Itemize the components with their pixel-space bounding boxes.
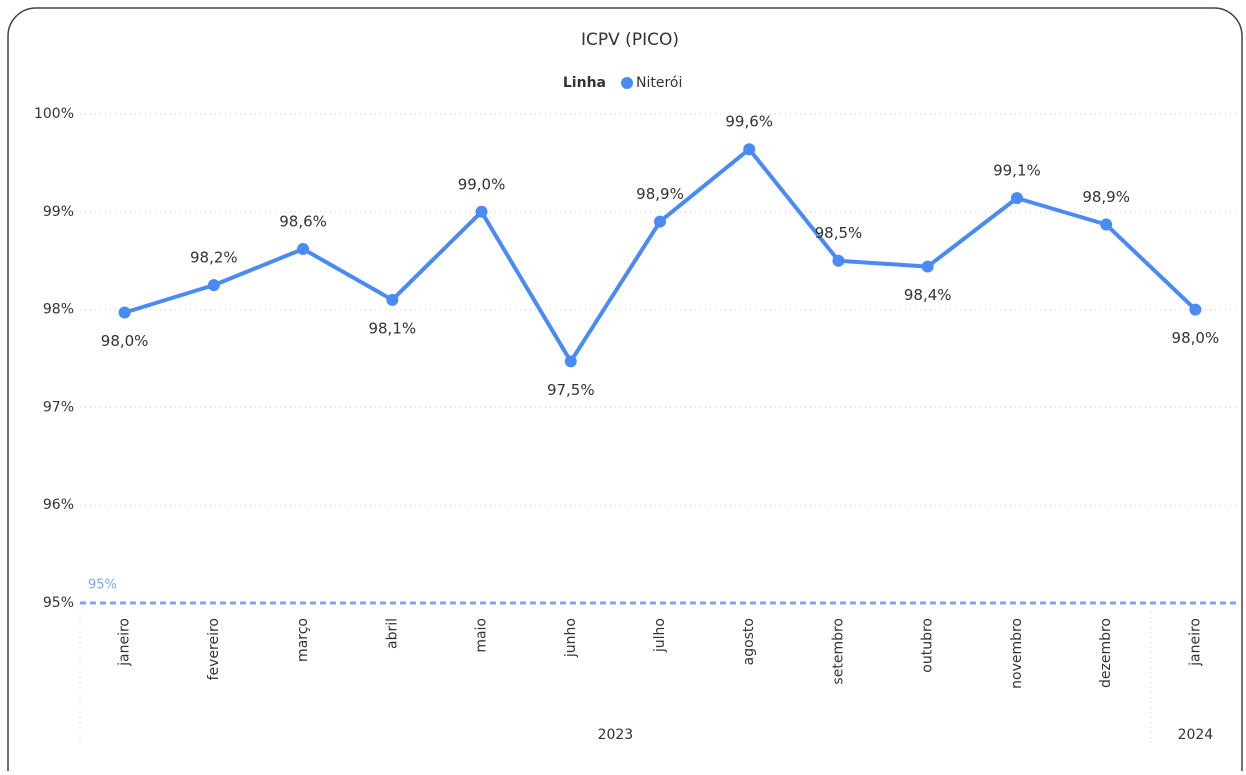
legend-label: Niterói (636, 75, 682, 91)
data-label: 98,1% (368, 319, 416, 337)
x-tick-label: maio (474, 618, 490, 653)
point (1189, 303, 1202, 316)
point (475, 205, 488, 218)
x-tick-label: abril (384, 618, 400, 649)
data-label: 99,6% (725, 113, 773, 131)
x-tick-label: agosto (741, 618, 757, 665)
point (654, 215, 666, 228)
x-tick-label: julho (652, 618, 668, 653)
point (118, 306, 131, 319)
x-tick-label: janeiro (1187, 618, 1203, 667)
point (832, 254, 845, 267)
point (921, 260, 934, 273)
y-tick-label: 98% (43, 302, 74, 318)
y-tick-label: 97% (43, 399, 74, 415)
point (386, 293, 399, 306)
x-tick-label: outubro (920, 618, 936, 673)
data-label: 99,1% (993, 162, 1041, 180)
x-tick-label: junho (563, 618, 579, 658)
point (743, 143, 756, 156)
x-tick-label: dezembro (1098, 618, 1114, 688)
data-label: 98,0% (101, 332, 149, 350)
data-label: 98,6% (279, 212, 327, 230)
data-label: 98,2% (190, 249, 238, 267)
data-label: 97,5% (547, 381, 595, 399)
legend-marker (621, 77, 633, 89)
data-label: 98,0% (1172, 329, 1220, 347)
y-tick-label: 99% (43, 204, 74, 220)
x-tick-label: março (295, 618, 311, 662)
data-label: 98,9% (1082, 188, 1130, 206)
x-group-label: 2024 (1178, 727, 1214, 743)
data-label: 98,9% (636, 185, 684, 203)
frame (7, 7, 1243, 775)
y-tick-label: 100% (34, 106, 74, 122)
point (297, 242, 310, 255)
point (1100, 218, 1113, 231)
legend-title: Linha (563, 75, 606, 91)
x-group-label: 2023 (598, 727, 634, 743)
x-tick-label: fevereiro (206, 618, 222, 680)
x-tick-label: setembro (830, 618, 846, 685)
x-tick-label: janeiro (117, 618, 133, 667)
y-tick-label: 96% (43, 497, 74, 513)
y-tick-label: 95% (43, 595, 74, 611)
point (207, 279, 220, 292)
point (564, 355, 577, 368)
x-tick-label: novembro (1009, 618, 1025, 689)
point (1010, 192, 1023, 205)
data-label: 99,0% (458, 175, 506, 193)
data-label: 98,5% (815, 224, 863, 242)
reference-label: 95% (88, 578, 117, 593)
chart-title: ICPV (PICO) (581, 30, 679, 50)
data-label: 98,4% (904, 286, 952, 304)
